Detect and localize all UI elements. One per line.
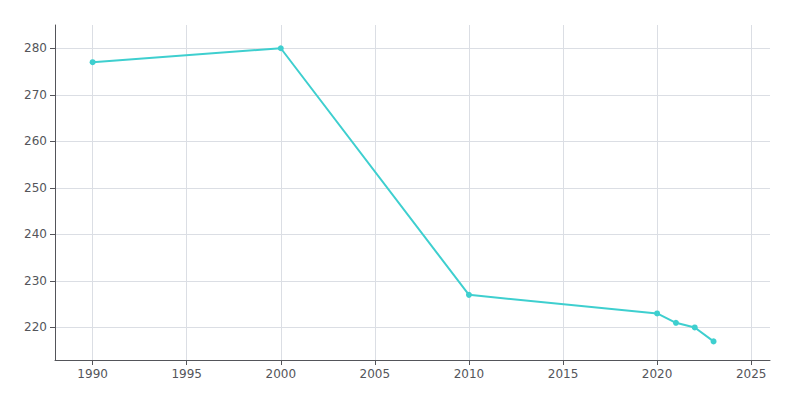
svg-text:260: 260 bbox=[24, 134, 47, 148]
svg-text:220: 220 bbox=[24, 320, 47, 334]
svg-text:1995: 1995 bbox=[171, 367, 202, 381]
svg-text:2015: 2015 bbox=[548, 367, 579, 381]
svg-text:250: 250 bbox=[24, 181, 47, 195]
svg-text:2020: 2020 bbox=[642, 367, 673, 381]
svg-text:270: 270 bbox=[24, 88, 47, 102]
svg-text:240: 240 bbox=[24, 227, 47, 241]
svg-text:2025: 2025 bbox=[736, 367, 767, 381]
svg-text:230: 230 bbox=[24, 274, 47, 288]
svg-text:2000: 2000 bbox=[266, 367, 297, 381]
svg-text:2010: 2010 bbox=[454, 367, 485, 381]
svg-text:2005: 2005 bbox=[360, 367, 391, 381]
svg-text:1990: 1990 bbox=[77, 367, 108, 381]
svg-text:280: 280 bbox=[24, 41, 47, 55]
